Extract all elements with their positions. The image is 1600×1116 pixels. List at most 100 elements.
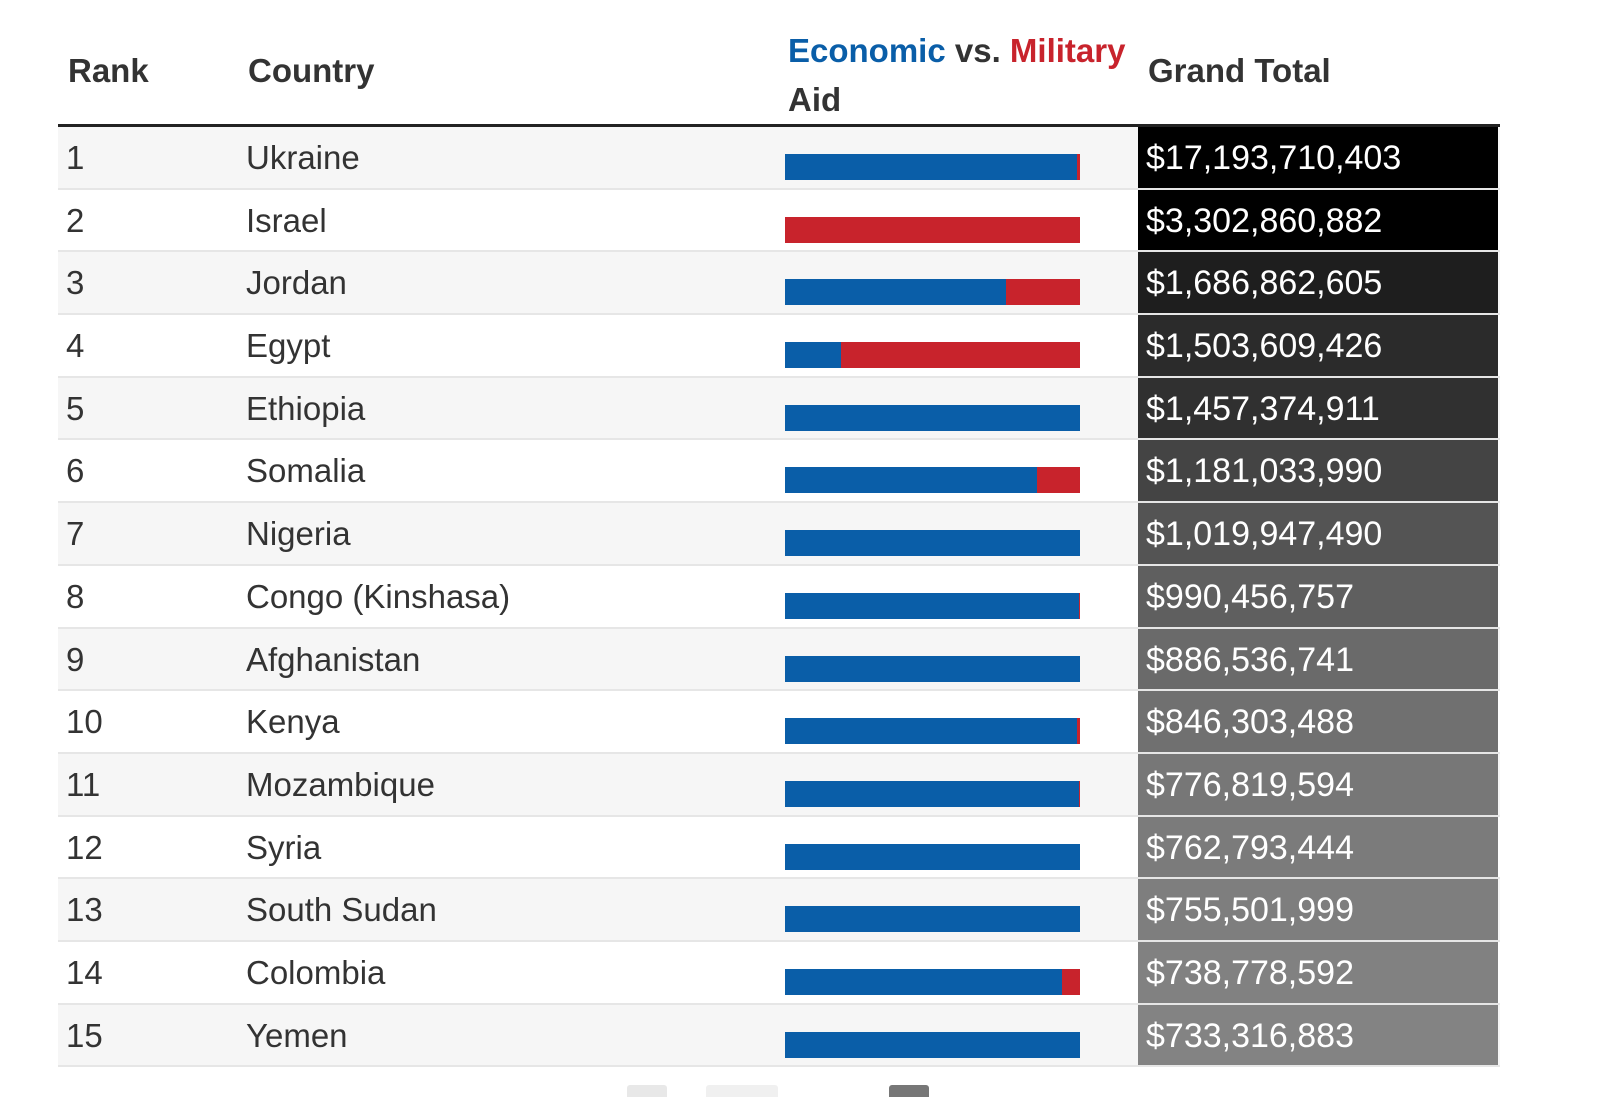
country-cell: Ethiopia xyxy=(246,389,366,427)
rank-cell: 7 xyxy=(66,515,85,553)
header-aid[interactable]: Economic vs. Military Aid xyxy=(788,26,1148,124)
grand-total-cell: $990,456,757 xyxy=(1138,565,1498,627)
country-cell: Colombia xyxy=(246,953,386,991)
rank-cell: 1 xyxy=(66,139,85,176)
rank-cell: 12 xyxy=(66,828,103,866)
grand-total-cell: $762,793,444 xyxy=(1138,816,1498,878)
military-bar-segment xyxy=(1079,780,1080,807)
aid-bar[interactable] xyxy=(785,592,1080,619)
pager-next[interactable] xyxy=(889,1085,929,1097)
table-row: 8 Congo (Kinshasa) $990,456,757 xyxy=(58,565,1500,629)
table-body: 1 Ukraine $17,193,710,403 2 Israel $3,302,860… xyxy=(58,127,1500,1068)
table-row: 2 Israel $3,302,860,882 xyxy=(58,189,1500,253)
country-cell: South Sudan xyxy=(246,891,437,929)
rank-cell: 5 xyxy=(66,389,85,427)
economic-bar-segment xyxy=(785,718,1078,745)
economic-bar-segment xyxy=(785,467,1038,494)
grand-total-cell: $1,181,033,990 xyxy=(1138,440,1498,502)
rank-cell: 9 xyxy=(66,640,85,678)
table-row: 15 Yemen $733,316,883 xyxy=(58,1004,1500,1068)
economic-bar-segment xyxy=(785,968,1063,995)
grand-total-cell: $776,819,594 xyxy=(1138,753,1498,815)
aid-bar[interactable] xyxy=(785,655,1080,682)
table-row: 6 Somalia $1,181,033,990 xyxy=(58,440,1500,504)
header-grand-total[interactable]: Grand Total xyxy=(1148,52,1331,89)
table-row: 9 Afghanistan $886,536,741 xyxy=(58,628,1500,692)
country-cell: Congo (Kinshasa) xyxy=(246,577,511,615)
aid-bar[interactable] xyxy=(785,279,1080,306)
aid-bar[interactable] xyxy=(785,1031,1080,1058)
rank-cell: 14 xyxy=(66,953,103,991)
aid-bar[interactable] xyxy=(785,467,1080,494)
table-row: 13 South Sudan $755,501,999 xyxy=(58,879,1500,942)
aid-bar[interactable] xyxy=(785,216,1080,243)
aid-bar[interactable] xyxy=(785,968,1080,995)
pager-prev[interactable] xyxy=(627,1085,667,1097)
aid-bar[interactable] xyxy=(785,342,1080,369)
aid-bar[interactable] xyxy=(785,154,1080,180)
rank-cell: 15 xyxy=(66,1016,103,1054)
military-bar-segment xyxy=(785,216,1080,243)
grand-total-cell: $755,501,999 xyxy=(1138,879,1498,940)
header-aid-military: Military xyxy=(1009,32,1126,69)
aid-table: Rank Country Economic vs. Military Aid Gr… xyxy=(58,16,1500,1068)
military-bar-segment xyxy=(1077,718,1080,745)
country-cell: Nigeria xyxy=(246,515,351,553)
header-rank[interactable]: Rank xyxy=(68,52,149,89)
economic-bar-segment xyxy=(785,342,842,369)
grand-total-cell: $3,302,860,882 xyxy=(1138,189,1498,251)
table-row: 14 Colombia $738,778,592 xyxy=(58,941,1500,1005)
military-bar-segment xyxy=(841,342,1080,369)
table-row: 1 Ukraine $17,193,710,403 xyxy=(58,127,1500,190)
rank-cell: 3 xyxy=(66,264,85,302)
economic-bar-segment xyxy=(785,906,1080,933)
table-row: 10 Kenya $846,303,488 xyxy=(58,691,1500,754)
economic-bar-segment xyxy=(785,655,1080,682)
table-row: 5 Ethiopia $1,457,374,911 xyxy=(58,377,1500,441)
country-cell: Israel xyxy=(246,201,327,239)
rank-cell: 11 xyxy=(66,765,101,803)
country-cell: Egypt xyxy=(246,327,331,365)
grand-total-cell: $1,503,609,426 xyxy=(1138,315,1498,376)
military-bar-segment xyxy=(1079,592,1080,619)
table-row: 3 Jordan $1,686,862,605 xyxy=(58,252,1500,316)
rank-cell: 10 xyxy=(66,703,103,741)
rank-cell: 4 xyxy=(66,327,85,365)
grand-total-cell: $17,193,710,403 xyxy=(1138,127,1498,188)
country-cell: Mozambique xyxy=(246,765,435,803)
table-row: 4 Egypt $1,503,609,426 xyxy=(58,315,1500,378)
aid-bar[interactable] xyxy=(785,780,1080,807)
header-country[interactable]: Country xyxy=(248,52,375,89)
aid-bar[interactable] xyxy=(785,718,1080,745)
country-cell: Somalia xyxy=(246,452,366,490)
header-aid-economic: Economic xyxy=(788,32,946,69)
pager-page[interactable] xyxy=(706,1085,778,1097)
header-aid-suffix: Aid xyxy=(788,81,842,118)
header-aid-vs: vs. xyxy=(945,32,1010,69)
aid-bar[interactable] xyxy=(785,906,1080,933)
table-row: 12 Syria $762,793,444 xyxy=(58,816,1500,880)
economic-bar-segment xyxy=(785,154,1078,180)
country-cell: Yemen xyxy=(246,1016,348,1054)
aid-bar[interactable] xyxy=(785,843,1080,870)
grand-total-cell: $1,019,947,490 xyxy=(1138,503,1498,564)
grand-total-cell: $738,778,592 xyxy=(1138,941,1498,1003)
aid-bar[interactable] xyxy=(785,404,1080,431)
country-cell: Syria xyxy=(246,828,322,866)
economic-bar-segment xyxy=(785,404,1080,431)
military-bar-segment xyxy=(1062,968,1080,995)
grand-total-cell: $1,457,374,911 xyxy=(1138,377,1498,439)
military-bar-segment xyxy=(1006,279,1080,306)
table-header: Rank Country Economic vs. Military Aid Gr… xyxy=(58,16,1500,127)
country-cell: Jordan xyxy=(246,264,347,302)
rank-cell: 6 xyxy=(66,452,85,490)
grand-total-cell: $733,316,883 xyxy=(1138,1004,1498,1066)
economic-bar-segment xyxy=(785,1031,1080,1058)
country-cell: Kenya xyxy=(246,703,340,741)
table-row: 11 Mozambique $776,819,594 xyxy=(58,753,1500,817)
economic-bar-segment xyxy=(785,530,1080,557)
aid-bar[interactable] xyxy=(785,530,1080,557)
rank-cell: 13 xyxy=(66,891,103,929)
military-bar-segment xyxy=(1077,154,1080,180)
grand-total-cell: $846,303,488 xyxy=(1138,691,1498,752)
